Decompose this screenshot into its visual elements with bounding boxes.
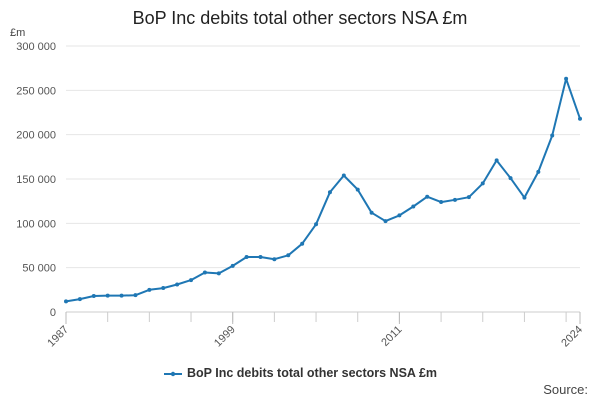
data-point	[119, 293, 124, 298]
data-point	[230, 263, 235, 268]
data-point	[439, 200, 444, 205]
x-tick-label: 1987	[45, 324, 71, 350]
data-point	[189, 278, 194, 283]
chart-title: BoP Inc debits total other sectors NSA £…	[132, 8, 468, 28]
data-point	[64, 299, 68, 304]
data-point	[300, 241, 305, 246]
data-point	[314, 222, 319, 227]
data-point	[175, 282, 180, 287]
source-label: Source:	[543, 382, 588, 397]
data-point	[480, 181, 485, 186]
y-axis-unit-label: £m	[10, 27, 26, 39]
data-point	[550, 133, 555, 138]
data-point	[536, 169, 541, 174]
data-point	[77, 297, 82, 302]
data-point	[508, 176, 513, 181]
data-point	[397, 213, 402, 218]
legend-label: BoP Inc debits total other sectors NSA £…	[186, 366, 438, 380]
data-point	[202, 270, 207, 275]
data-point	[105, 293, 110, 298]
data-point	[133, 293, 138, 298]
x-tick-label: 2024	[559, 324, 585, 350]
y-tick-label: 200 000	[16, 130, 56, 142]
y-tick-label: 150 000	[16, 174, 56, 186]
data-point	[452, 197, 457, 202]
y-tick-label: 0	[50, 307, 56, 319]
data-point	[564, 76, 569, 81]
data-point	[383, 219, 388, 224]
data-point	[272, 257, 277, 262]
data-point	[355, 187, 360, 192]
series-line	[65, 77, 581, 303]
data-point	[244, 255, 249, 260]
y-tick-label: 50 000	[22, 263, 56, 275]
y-tick-label: 250 000	[16, 85, 56, 97]
data-point	[327, 190, 332, 195]
data-point	[161, 286, 166, 291]
data-point	[147, 287, 152, 292]
x-tick-label: 2011	[379, 324, 404, 349]
data-point	[258, 255, 263, 260]
y-tick-label: 100 000	[16, 218, 56, 230]
data-point	[286, 253, 291, 258]
data-point	[91, 294, 96, 299]
y-tick-label: 300 000	[16, 41, 56, 53]
data-point	[411, 204, 416, 209]
data-point	[578, 116, 582, 121]
data-point	[216, 271, 221, 276]
x-tick-label: 1999	[212, 324, 238, 350]
data-point	[494, 158, 499, 163]
data-point	[466, 195, 471, 200]
data-point	[522, 195, 527, 200]
data-point	[369, 210, 374, 215]
data-point	[425, 194, 430, 199]
legend[interactable]: BoP Inc debits total other sectors NSA £…	[0, 366, 600, 380]
legend-line-swatch	[163, 371, 182, 376]
data-point	[341, 173, 346, 178]
